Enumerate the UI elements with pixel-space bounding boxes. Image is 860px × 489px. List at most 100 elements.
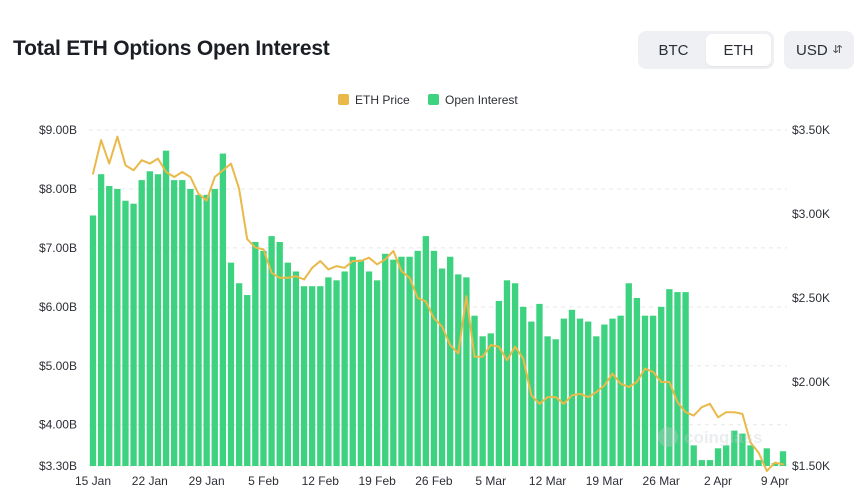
- watermark: coinglass: [658, 427, 762, 447]
- open-interest-bar: [739, 433, 746, 466]
- open-interest-bar: [252, 242, 259, 466]
- legend: ETH Price Open Interest: [338, 93, 518, 107]
- open-interest-bar: [649, 315, 657, 466]
- open-interest-bar: [682, 292, 689, 466]
- open-interest-bar: [609, 318, 616, 466]
- open-interest-bar: [479, 336, 486, 466]
- open-interest-bar: [357, 259, 365, 466]
- x-tick-label: 19 Feb: [358, 474, 396, 488]
- open-interest-bar: [235, 283, 243, 466]
- open-interest-bar: [300, 286, 308, 466]
- open-interest-bar: [365, 271, 373, 466]
- open-interest-bar: [568, 309, 576, 466]
- x-tick-label: 26 Mar: [643, 474, 680, 488]
- open-interest-bar: [666, 289, 673, 466]
- open-interest-bar: [536, 303, 543, 466]
- open-interest-bar: [414, 250, 421, 466]
- open-interest-bar: [349, 256, 356, 466]
- open-interest-bar: [203, 194, 210, 466]
- open-interest-bar: [763, 448, 770, 466]
- currency-label: USD: [796, 41, 828, 59]
- x-tick-label: 19 Mar: [586, 474, 623, 488]
- open-interest-bar: [674, 292, 681, 466]
- open-interest-bar: [89, 215, 97, 466]
- open-interest-bar: [162, 150, 170, 466]
- open-interest-bar: [641, 315, 649, 466]
- left-tick-label: $4.00B: [39, 418, 77, 432]
- watermark-text: coinglass: [684, 428, 762, 447]
- open-interest-bar: [373, 280, 381, 466]
- x-tick-label: 2 Apr: [704, 474, 732, 488]
- open-interest-bar: [292, 271, 300, 466]
- open-interest-bars: [89, 150, 787, 467]
- open-interest-bar: [511, 283, 519, 466]
- open-interest-bar: [171, 180, 178, 466]
- open-interest-bar: [219, 153, 227, 466]
- open-interest-bar: [747, 445, 754, 466]
- coin-tab-eth[interactable]: ETH: [706, 34, 771, 66]
- left-tick-label: $5.00B: [39, 359, 77, 373]
- left-tick-label: $8.00B: [39, 182, 77, 196]
- open-interest-bar: [325, 277, 332, 466]
- legend-swatch: [428, 94, 439, 105]
- eth-price-line: [92, 135, 784, 472]
- open-interest-bar: [390, 259, 397, 466]
- coin-toggle: BTC ETH: [638, 31, 774, 69]
- open-interest-bar: [382, 253, 389, 466]
- open-interest-bar: [97, 174, 105, 467]
- open-interest-bar: [309, 286, 316, 466]
- open-interest-bar: [195, 194, 202, 466]
- open-interest-bar: [487, 333, 494, 466]
- open-interest-bar: [463, 277, 470, 466]
- open-interest-bar: [495, 300, 503, 466]
- currency-select[interactable]: USD ⇵: [784, 31, 854, 69]
- x-tick-label: 5 Mar: [475, 474, 506, 488]
- open-interest-bar: [276, 242, 283, 466]
- legend-swatch: [338, 94, 349, 105]
- x-axis: 15 Jan 22 Jan 29 Jan 5 Feb 12 Feb 19 Feb 26 Fe…: [75, 474, 789, 488]
- right-tick-label: $1.50K: [792, 459, 830, 473]
- open-interest-bar: [114, 188, 121, 466]
- open-interest-bar: [593, 336, 600, 466]
- x-tick-label: 22 Jan: [132, 474, 168, 488]
- open-interest-bar: [585, 321, 592, 466]
- coin-tab-btc[interactable]: BTC: [658, 41, 689, 59]
- open-interest-bar: [755, 460, 762, 466]
- open-interest-bar: [106, 186, 113, 466]
- open-interest-bar: [690, 445, 697, 466]
- grid-lines: [89, 129, 787, 467]
- watermark-logo-icon: [658, 427, 678, 447]
- open-interest-bar: [471, 315, 478, 466]
- x-tick-label: 12 Mar: [529, 474, 566, 488]
- open-interest-bar: [438, 268, 446, 466]
- open-interest-bar: [187, 188, 194, 466]
- open-interest-bar: [625, 283, 632, 466]
- legend-label: ETH Price: [355, 93, 410, 107]
- right-tick-label: $3.00K: [792, 207, 830, 221]
- open-interest-bar: [406, 256, 413, 466]
- open-interest-bar: [422, 236, 429, 466]
- open-interest-bar: [430, 250, 438, 466]
- open-interest-bar: [260, 250, 267, 466]
- x-tick-label: 15 Jan: [75, 474, 111, 488]
- x-tick-label: 9 Apr: [761, 474, 789, 488]
- left-axis: $3.30B $4.00B $5.00B $6.00B $7.00B $8.00B $9.0…: [39, 123, 77, 473]
- open-interest-bar: [714, 448, 722, 466]
- open-interest-bar: [552, 339, 559, 466]
- open-interest-bar: [658, 306, 665, 466]
- open-interest-bar: [544, 336, 551, 466]
- open-interest-bar: [211, 188, 218, 466]
- open-interest-bar: [520, 306, 527, 466]
- right-tick-label: $3.50K: [792, 123, 830, 137]
- open-interest-bar: [706, 460, 714, 466]
- left-tick-label: $7.00B: [39, 241, 77, 255]
- open-interest-bar: [731, 430, 738, 466]
- x-tick-label: 12 Feb: [302, 474, 340, 488]
- open-interest-bar: [779, 451, 787, 466]
- open-interest-bar: [317, 286, 324, 466]
- left-tick-label: $9.00B: [39, 123, 77, 137]
- open-interest-bar: [771, 463, 779, 466]
- right-tick-label: $2.50K: [792, 291, 830, 305]
- right-tick-label: $2.00K: [792, 375, 830, 389]
